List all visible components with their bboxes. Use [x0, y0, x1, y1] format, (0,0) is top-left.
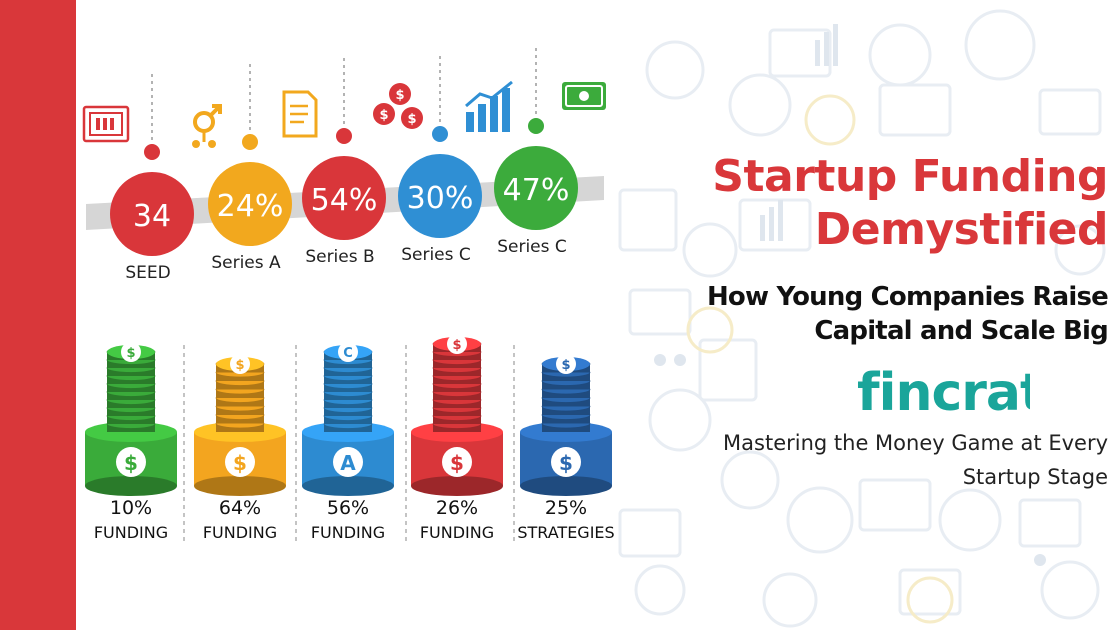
- coin-symbol: $: [452, 338, 461, 353]
- coins-icon: $ $ $: [373, 83, 423, 129]
- svg-text:$: $: [407, 112, 416, 127]
- stage-label: Series C: [401, 245, 471, 265]
- coin-symbol: $: [126, 346, 135, 361]
- subtitle-line-1: How Young Companies Raise: [706, 282, 1109, 312]
- stage-bubble: 54% Series B: [302, 58, 386, 267]
- cash-stack-icon: [82, 105, 130, 143]
- svg-text:$: $: [395, 88, 404, 103]
- stage-circle: [110, 172, 194, 256]
- stage-bubble: 34 SEED: [110, 74, 194, 283]
- stage-label: Series A: [211, 253, 281, 273]
- growth-chart-icon: [465, 80, 513, 132]
- coin-stack: $ $25% STRATEGIES: [517, 354, 615, 542]
- stage-value: 30%: [407, 181, 474, 216]
- background-icon-pattern: [618, 9, 1106, 628]
- tagline-line-2: Startup Stage: [962, 465, 1108, 489]
- svg-text:$: $: [379, 108, 388, 123]
- stage-bubble: 30% Series C: [398, 56, 482, 265]
- stage-bubble: 24% Series A: [208, 64, 292, 273]
- funding-infographic: $ $ $ 34 SEED 24% Series A 54% Series B 30% Ser…: [76, 0, 620, 600]
- stage-value: 24%: [217, 189, 284, 224]
- coin-stack: $ $64% FUNDING: [194, 354, 286, 542]
- base-symbol: $: [559, 451, 573, 475]
- stack-percent: 25%: [545, 497, 587, 519]
- stack-percent: 56%: [327, 497, 369, 519]
- coin-symbol: $: [235, 358, 244, 373]
- stack-label: FUNDING: [94, 523, 168, 542]
- stage-node: [242, 134, 258, 150]
- page-title: Startup Funding Demystified: [712, 150, 1108, 256]
- base-symbol: $: [233, 451, 247, 475]
- stage-label: Series C: [497, 237, 567, 257]
- stack-label: FUNDING: [420, 523, 494, 542]
- left-accent-bar: [0, 0, 76, 630]
- stack-label: FUNDING: [203, 523, 277, 542]
- coin-symbol: $: [561, 358, 570, 373]
- coin-stack: $ $26% FUNDING: [411, 334, 503, 542]
- brand-name: fincrat: [857, 363, 1030, 423]
- stack-label: FUNDING: [311, 523, 385, 542]
- stack-percent: 10%: [110, 497, 152, 519]
- gender-network-icon: [192, 104, 222, 148]
- subtitle-line-2: Capital and Scale Big: [814, 316, 1108, 346]
- infographic-graphic: $ $ $ 34 SEED 24% Series A 54% Series B 30% Ser…: [82, 48, 615, 545]
- fincrat-logo: fincrat: [857, 363, 1030, 423]
- base-symbol: A: [340, 451, 356, 475]
- title-line-1: Startup Funding: [712, 151, 1108, 202]
- stage-value: 47%: [503, 173, 570, 208]
- stage-node: [432, 126, 448, 142]
- title-line-2: Demystified: [814, 204, 1109, 255]
- coin-symbol: C: [343, 346, 353, 361]
- coin-stack: $ $10% FUNDING: [85, 342, 177, 542]
- tagline-line-1: Mastering the Money Game at Every: [723, 431, 1108, 455]
- base-symbol: $: [124, 451, 138, 475]
- coin-stack: A C 56% FUNDING: [302, 342, 394, 542]
- stage-value: 34: [133, 199, 171, 234]
- stage-label: Series B: [305, 247, 374, 267]
- stage-value: 54%: [311, 183, 378, 218]
- tagline: Mastering the Money Game at Every Startu…: [723, 426, 1108, 494]
- document-icon: [282, 90, 318, 138]
- stage-circle: [208, 162, 292, 246]
- stack-percent: 64%: [219, 497, 261, 519]
- stage-bubble: 47% Series C: [494, 48, 578, 257]
- subtitle: How Young Companies Raise Capital and Sc…: [706, 280, 1109, 348]
- base-symbol: $: [450, 451, 464, 475]
- stage-node: [336, 128, 352, 144]
- banknote-icon: [562, 82, 606, 110]
- stage-circle: [398, 154, 482, 238]
- stage-label: SEED: [125, 263, 170, 283]
- stage-node: [528, 118, 544, 134]
- stage-circle: [494, 146, 578, 230]
- stage-circle: [302, 156, 386, 240]
- stack-percent: 26%: [436, 497, 478, 519]
- stack-label: STRATEGIES: [517, 523, 614, 542]
- stage-node: [144, 144, 160, 160]
